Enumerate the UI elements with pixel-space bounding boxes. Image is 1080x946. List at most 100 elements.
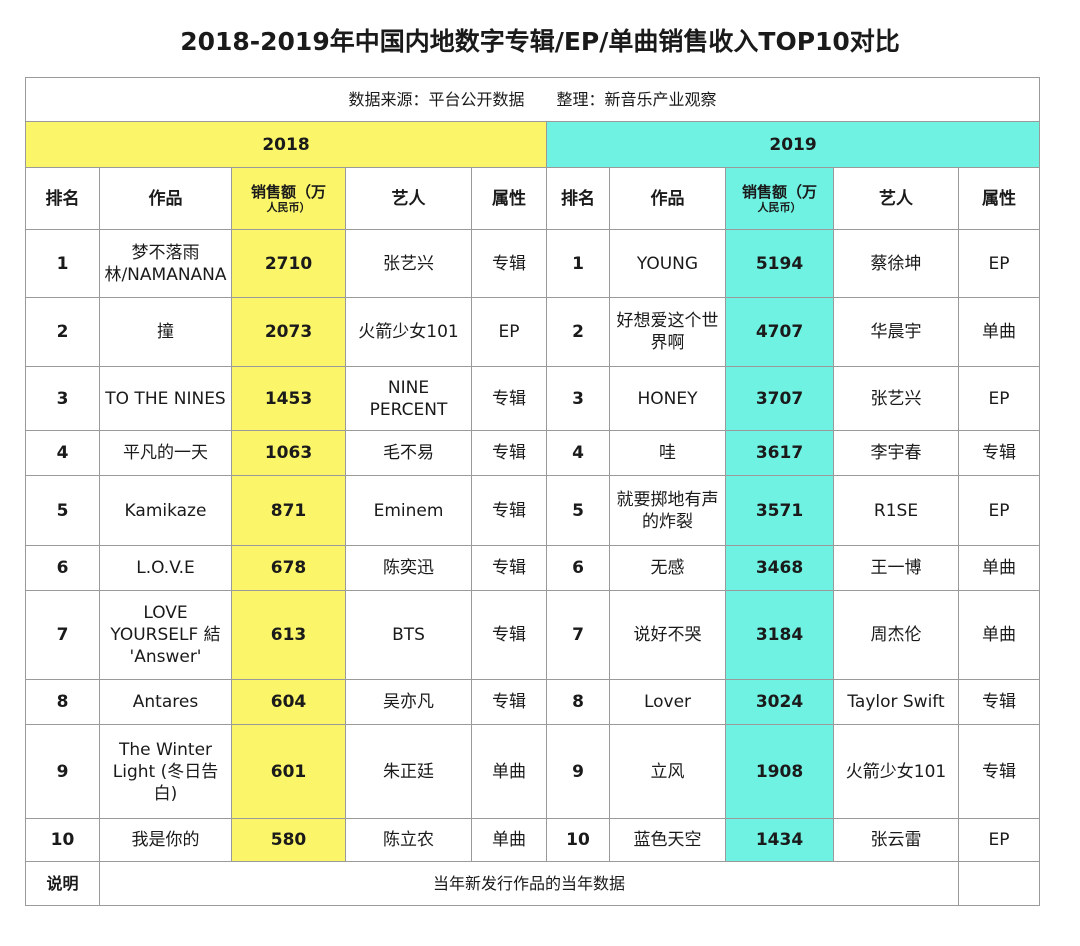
year-header-2018: 2018 <box>25 121 547 168</box>
column-header-work-2018: 作品 <box>99 167 232 230</box>
column-header-type-2019: 属性 <box>957 167 1041 230</box>
cell-rank-2019: 3 <box>546 366 610 431</box>
cell-artist-2019: 张艺兴 <box>833 366 959 431</box>
cell-sales-2018: 1063 <box>231 430 346 476</box>
cell-type-2019: EP <box>957 475 1041 546</box>
cell-type-2018: EP <box>471 297 547 367</box>
cell-type-2019: EP <box>957 229 1041 298</box>
cell-type-2018: 专辑 <box>471 679 547 725</box>
cell-artist-2019: R1SE <box>833 475 959 546</box>
cell-sales-2018: 871 <box>231 475 346 546</box>
cell-rank-2018: 2 <box>25 297 100 367</box>
cell-work-2019: 无感 <box>609 545 726 591</box>
year-header-2019: 2019 <box>545 121 1041 168</box>
note-empty-cell <box>957 861 1041 906</box>
cell-artist-2019: 张云雷 <box>833 818 959 862</box>
cell-type-2018: 专辑 <box>471 545 547 591</box>
cell-sales-2019: 3468 <box>725 545 834 591</box>
cell-rank-2018: 1 <box>25 229 100 298</box>
cell-rank-2018: 6 <box>25 545 100 591</box>
table-row: 8 Antares 604 吴亦凡 专辑 8 Lover 3024 Taylor Swift 专辑 <box>25 679 1041 725</box>
cell-sales-2019: 3707 <box>725 366 834 431</box>
cell-work-2019: 好想爱这个世界啊 <box>609 297 726 367</box>
cell-work-2018: TO THE NINES <box>99 366 232 431</box>
cell-sales-2018: 601 <box>231 724 346 819</box>
sales-header-unit: 人民币） <box>757 200 802 214</box>
cell-work-2019: 哇 <box>609 430 726 476</box>
cell-work-2019: HONEY <box>609 366 726 431</box>
cell-type-2019: 单曲 <box>957 590 1041 680</box>
cell-type-2018: 专辑 <box>471 590 547 680</box>
cell-sales-2018: 613 <box>231 590 346 680</box>
cell-artist-2018: NINE PERCENT <box>345 366 472 431</box>
cell-work-2019: 就要掷地有声的炸裂 <box>609 475 726 546</box>
cell-type-2018: 专辑 <box>471 229 547 298</box>
cell-sales-2018: 2073 <box>231 297 346 367</box>
cell-rank-2018: 10 <box>25 818 100 862</box>
cell-work-2018: 撞 <box>99 297 232 367</box>
cell-work-2019: Lover <box>609 679 726 725</box>
cell-type-2019: EP <box>957 818 1041 862</box>
column-header-type-2018: 属性 <box>471 167 547 230</box>
table-row: 6 L.O.V.E 678 陈奕迅 专辑 6 无感 3468 王一博 单曲 <box>25 545 1041 591</box>
cell-rank-2018: 4 <box>25 430 100 476</box>
cell-rank-2018: 7 <box>25 590 100 680</box>
page-title: 2018-2019年中国内地数字专辑/EP/单曲销售收入TOP10对比 <box>180 27 900 56</box>
cell-work-2018: L.O.V.E <box>99 545 232 591</box>
data-source-line: 数据来源：平台公开数据 整理：新音乐产业观察 <box>24 77 1041 122</box>
cell-sales-2018: 580 <box>231 818 346 862</box>
cell-type-2018: 单曲 <box>471 818 547 862</box>
cell-type-2018: 专辑 <box>471 475 547 546</box>
cell-work-2018: LOVE YOURSELF 結 'Answer' <box>99 590 232 680</box>
cell-work-2019: 蓝色天空 <box>609 818 726 862</box>
column-header-rank-2018: 排名 <box>25 167 100 230</box>
cell-rank-2019: 5 <box>546 475 610 546</box>
cell-type-2018: 专辑 <box>471 366 547 431</box>
cell-rank-2019: 10 <box>546 818 610 862</box>
cell-sales-2019: 5194 <box>725 229 834 298</box>
column-header-artist-2019: 艺人 <box>833 167 959 230</box>
cell-type-2019: 单曲 <box>957 545 1041 591</box>
note-label: 说明 <box>25 861 100 906</box>
cell-artist-2018: 毛不易 <box>345 430 472 476</box>
column-header-artist-2018: 艺人 <box>345 167 472 230</box>
column-header-sales-2019: 销售额（万 人民币） <box>725 167 834 230</box>
cell-artist-2018: 张艺兴 <box>345 229 472 298</box>
cell-artist-2018: 陈立农 <box>345 818 472 862</box>
cell-work-2018: Kamikaze <box>99 475 232 546</box>
cell-artist-2018: Eminem <box>345 475 472 546</box>
cell-rank-2018: 9 <box>25 724 100 819</box>
table-row: 2 撞 2073 火箭少女101 EP 2 好想爱这个世界啊 4707 华晨宇 单曲 <box>25 297 1041 367</box>
cell-rank-2018: 5 <box>25 475 100 546</box>
cell-rank-2019: 7 <box>546 590 610 680</box>
cell-sales-2019: 3024 <box>725 679 834 725</box>
cell-artist-2019: Taylor Swift <box>833 679 959 725</box>
cell-artist-2018: 陈奕迅 <box>345 545 472 591</box>
cell-sales-2018: 1453 <box>231 366 346 431</box>
cell-type-2019: 专辑 <box>957 724 1041 819</box>
note-row: 说明 当年新发行作品的当年数据 <box>25 861 1041 906</box>
cell-rank-2019: 6 <box>546 545 610 591</box>
cell-rank-2018: 3 <box>25 366 100 431</box>
cell-artist-2019: 华晨宇 <box>833 297 959 367</box>
cell-rank-2019: 4 <box>546 430 610 476</box>
cell-type-2019: 专辑 <box>957 679 1041 725</box>
cell-work-2018: 平凡的一天 <box>99 430 232 476</box>
column-header-work-2019: 作品 <box>609 167 726 230</box>
cell-work-2018: 我是你的 <box>99 818 232 862</box>
cell-work-2019: YOUNG <box>609 229 726 298</box>
cell-artist-2019: 周杰伦 <box>833 590 959 680</box>
sales-header-label: 销售额（万 <box>250 182 326 201</box>
column-header-rank-2019: 排名 <box>546 167 610 230</box>
cell-sales-2019: 3617 <box>725 430 834 476</box>
cell-artist-2019: 李宇春 <box>833 430 959 476</box>
cell-sales-2018: 2710 <box>231 229 346 298</box>
table-row: 7 LOVE YOURSELF 結 'Answer' 613 BTS 专辑 7 说好不哭 31… <box>25 590 1041 680</box>
column-header-sales-2018: 销售额（万 人民币） <box>231 167 346 230</box>
cell-artist-2018: 火箭少女101 <box>345 297 472 367</box>
sales-header-label: 销售额（万 <box>741 182 817 201</box>
table-row: 10 我是你的 580 陈立农 单曲 10 蓝色天空 1434 张云雷 EP <box>25 818 1041 862</box>
cell-type-2019: EP <box>957 366 1041 431</box>
table-row: 3 TO THE NINES 1453 NINE PERCENT 专辑 3 HONEY 370… <box>25 366 1041 431</box>
cell-type-2018: 专辑 <box>471 430 547 476</box>
